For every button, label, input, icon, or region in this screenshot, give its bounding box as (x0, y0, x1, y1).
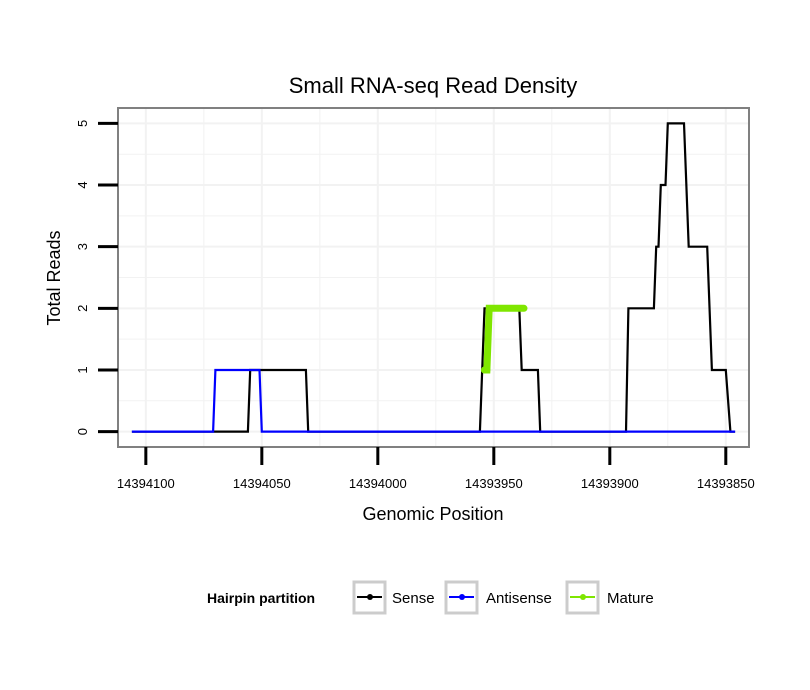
y-tick-label-4: 4 (75, 181, 90, 188)
x-tick-label-14393900: 14393900 (581, 476, 639, 491)
x-axis-title: Genomic Position (362, 504, 503, 524)
legend-entry-antisense: Antisense (444, 580, 552, 615)
legend-label-antisense: Antisense (486, 590, 552, 607)
y-tick-label-1: 1 (75, 366, 90, 373)
y-axis: 0 1 2 3 4 5 (75, 120, 118, 435)
legend-label-sense: Sense (392, 590, 435, 607)
y-tick-label-3: 3 (75, 243, 90, 250)
chart-title: Small RNA-seq Read Density (289, 73, 578, 98)
legend: Hairpin partition Sense Antisense Mature (207, 580, 654, 615)
x-tick-label-14394000: 14394000 (349, 476, 407, 491)
legend-title: Hairpin partition (207, 590, 315, 606)
y-tick-label-2: 2 (75, 305, 90, 312)
gridlines (118, 108, 749, 447)
series-layer (131, 122, 736, 433)
plot-panel (117, 107, 750, 448)
y-tick-label-5: 5 (75, 120, 90, 127)
x-tick-label-14393850: 14393850 (697, 476, 755, 491)
plot-border (117, 107, 750, 448)
y-axis-title: Total Reads (44, 230, 64, 325)
legend-key-dot-antisense (459, 594, 465, 600)
x-tick-label-14394100: 14394100 (117, 476, 175, 491)
legend-entry-mature: Mature (565, 580, 654, 615)
y-tick-label-0: 0 (75, 428, 90, 435)
legend-entry-sense: Sense (352, 580, 435, 615)
legend-key-dot-sense (367, 594, 373, 600)
x-tick-label-14393950: 14393950 (465, 476, 523, 491)
x-tick-label-14394050: 14394050 (233, 476, 291, 491)
legend-key-dot-mature (580, 594, 586, 600)
legend-label-mature: Mature (607, 590, 654, 607)
series-line-antisense (131, 368, 736, 433)
x-axis: 14394100 14394050 14394000 14393950 14393900… (117, 447, 755, 491)
